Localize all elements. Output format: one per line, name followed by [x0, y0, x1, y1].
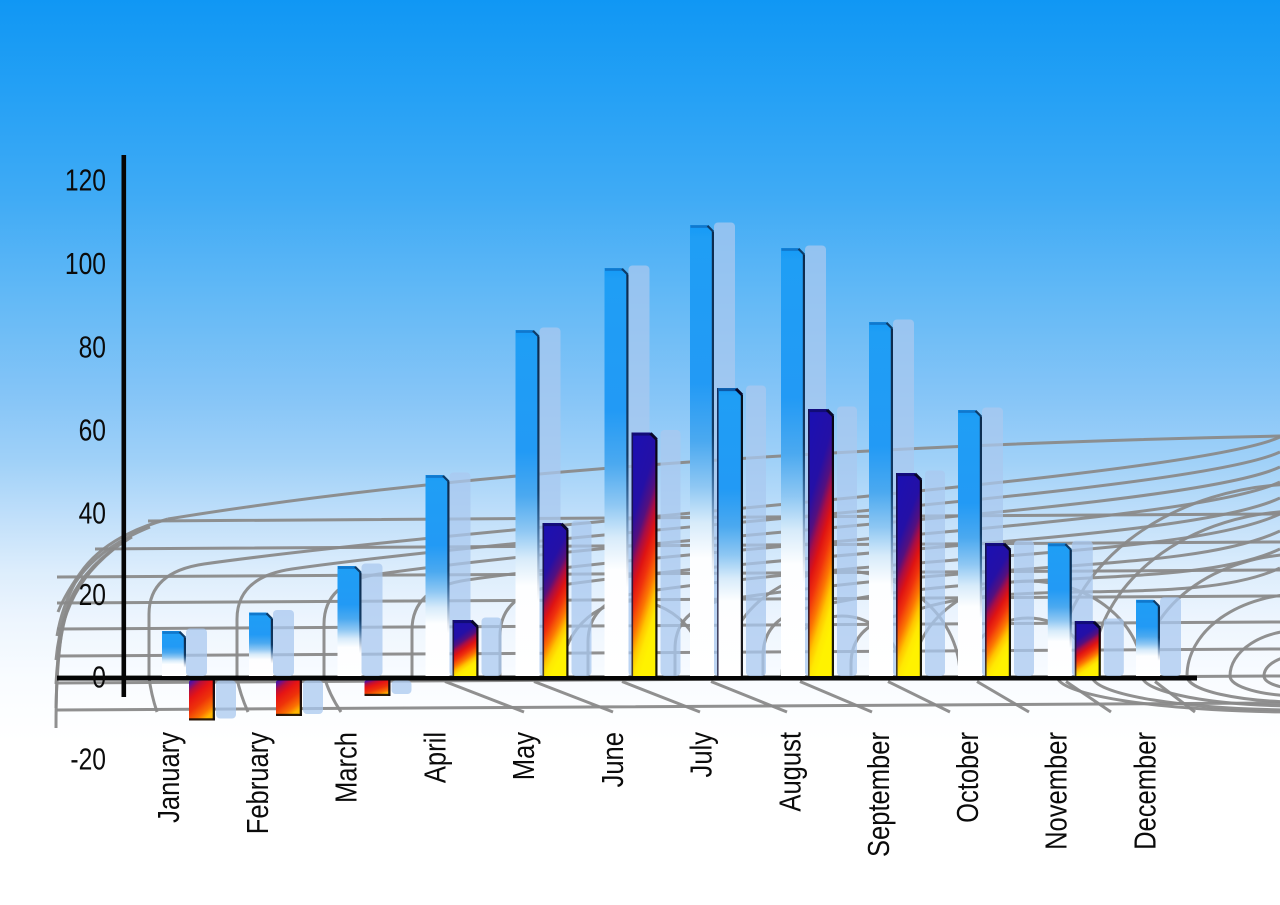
- svg-text:-20: -20: [70, 742, 106, 776]
- svg-text:120: 120: [65, 163, 106, 197]
- svg-text:60: 60: [79, 413, 106, 447]
- svg-text:December: December: [1127, 732, 1162, 850]
- svg-text:100: 100: [65, 246, 106, 280]
- svg-text:June: June: [595, 732, 630, 787]
- svg-text:0: 0: [92, 660, 106, 694]
- svg-text:40: 40: [79, 496, 106, 530]
- svg-text:May: May: [506, 731, 541, 780]
- svg-text:April: April: [417, 732, 452, 783]
- svg-text:October: October: [950, 732, 985, 823]
- svg-text:January: January: [151, 731, 186, 823]
- svg-text:20: 20: [79, 577, 106, 611]
- svg-text:November: November: [1038, 732, 1073, 850]
- svg-text:July: July: [683, 731, 718, 777]
- svg-text:February: February: [240, 731, 275, 834]
- svg-text:September: September: [861, 732, 896, 857]
- svg-text:March: March: [328, 732, 363, 803]
- svg-text:August: August: [772, 732, 807, 812]
- svg-text:80: 80: [79, 330, 106, 364]
